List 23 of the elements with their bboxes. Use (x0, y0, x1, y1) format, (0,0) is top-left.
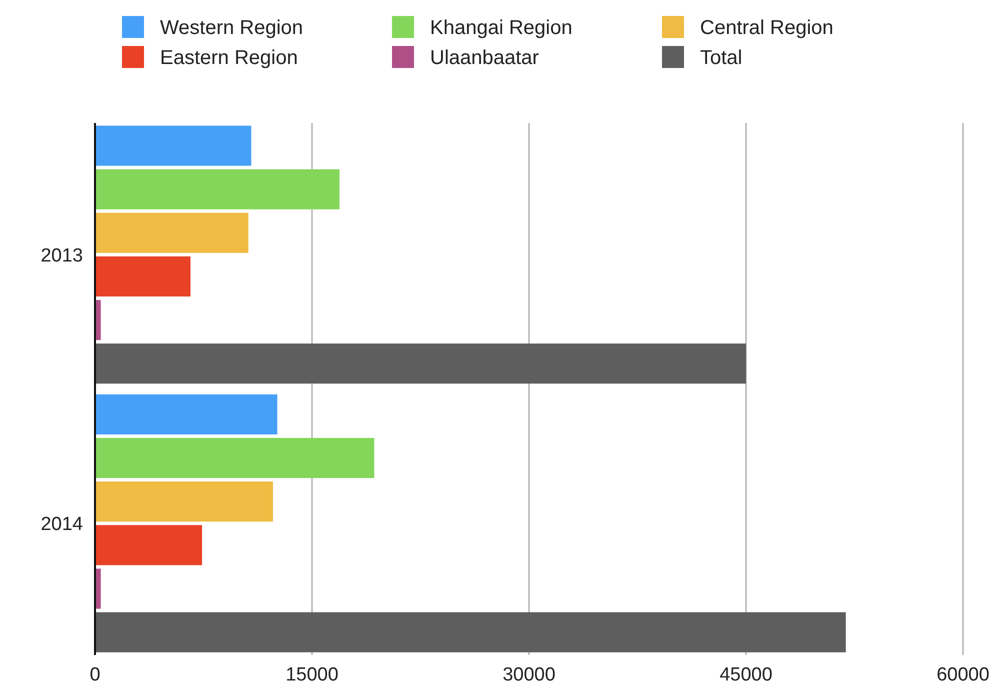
bar (95, 394, 278, 434)
legend-label: Khangai Region (430, 17, 572, 39)
x-tick-label: 60000 (936, 664, 990, 686)
legend-label: Total (700, 47, 742, 69)
x-tick-label: 0 (90, 664, 100, 686)
bar (95, 344, 746, 384)
x-tick-label: 30000 (502, 664, 556, 686)
legend-label: Central Region (700, 17, 834, 39)
bar (95, 438, 374, 478)
legend-label: Ulaanbaatar (430, 47, 540, 69)
x-tick-label: 45000 (720, 664, 772, 686)
legend-label: Eastern Region (160, 47, 298, 69)
bar (95, 126, 252, 166)
y-tick-label: 2014 (40, 514, 84, 535)
x-tick-label: 15000 (286, 664, 338, 686)
y-tick-label: 2013 (40, 245, 83, 266)
bar (95, 612, 846, 652)
bar (95, 169, 340, 210)
bar (95, 525, 202, 566)
bar (95, 212, 248, 253)
bar (95, 482, 273, 522)
legend-label: Western Region (160, 17, 304, 39)
bar (95, 256, 190, 296)
